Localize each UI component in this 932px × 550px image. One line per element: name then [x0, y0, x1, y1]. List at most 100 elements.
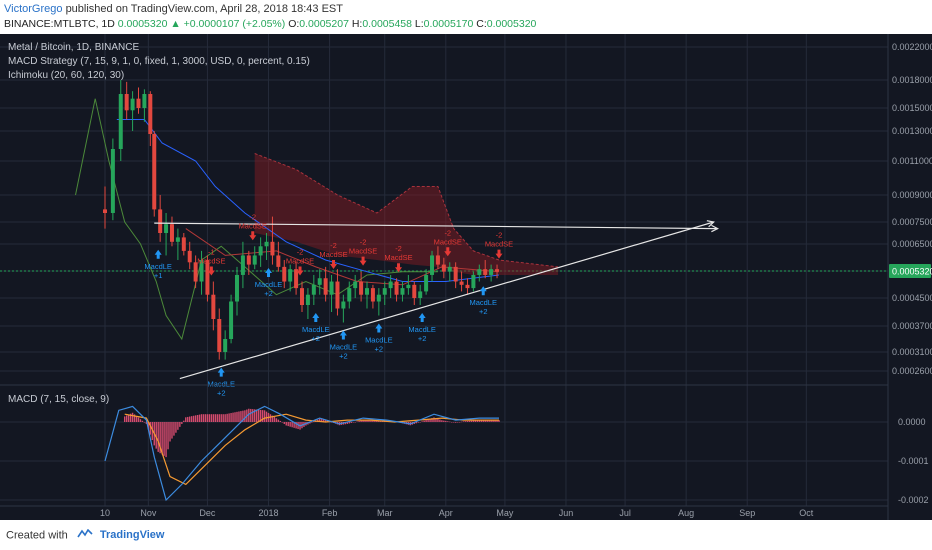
- open-label: O:: [288, 18, 300, 30]
- tradingview-brand[interactable]: TradingView: [99, 529, 165, 542]
- author-link[interactable]: VictorGrego: [4, 3, 63, 15]
- candle-up: [347, 288, 352, 302]
- macd-histogram-bar: [445, 420, 447, 422]
- sell-signal-qty: -2: [330, 241, 337, 250]
- last-price-badge: [889, 264, 931, 278]
- macd-histogram-bar: [232, 412, 234, 422]
- candle-down: [169, 224, 174, 242]
- buy-signal-label: MacdLE: [144, 262, 172, 271]
- macd-histogram-bar: [236, 411, 238, 422]
- low-label: L:: [414, 18, 424, 30]
- macd-histogram-bar: [185, 417, 187, 422]
- macd-histogram-bar: [451, 422, 453, 423]
- time-tick-label: Jul: [619, 508, 631, 518]
- candle-up: [130, 98, 135, 111]
- time-tick-label: Dec: [199, 508, 216, 518]
- macd-histogram-bar: [181, 422, 183, 424]
- candle-up: [365, 288, 370, 295]
- macd-histogram-bar: [210, 414, 213, 422]
- candle-down: [270, 241, 275, 256]
- macd-histogram-bar: [362, 420, 364, 422]
- macd-histogram-bar: [133, 414, 136, 422]
- macd-histogram-bar: [354, 422, 356, 423]
- candle-up: [376, 294, 381, 302]
- sell-arrow-icon: [359, 256, 367, 266]
- macd-histogram-bar: [417, 422, 419, 423]
- macd-histogram-bar: [202, 414, 205, 422]
- candle-up: [317, 278, 322, 285]
- candle-up: [489, 269, 494, 275]
- chart-svg[interactable]: MacdLE+1MacdLE+2MacdLE+2MacdLE+2MacdLE+2…: [0, 34, 932, 520]
- macd-histogram-bar: [358, 421, 360, 422]
- macd-histogram-bar: [413, 422, 415, 424]
- macd-histogram-bar: [285, 422, 287, 426]
- macd-histogram-bar: [287, 422, 289, 427]
- macd-histogram-bar: [127, 414, 130, 422]
- buy-arrow-icon: [265, 268, 273, 278]
- macd-histogram-bar: [265, 411, 268, 422]
- candles[interactable]: [103, 80, 500, 360]
- macd-histogram-bar: [165, 422, 167, 458]
- macd-histogram-bar: [131, 412, 134, 422]
- time-tick-label: 10: [100, 508, 110, 518]
- trendlines[interactable]: [154, 220, 719, 380]
- macd-histogram-bar: [257, 409, 260, 422]
- macd-histogram-bar: [435, 418, 437, 422]
- candle-up: [252, 255, 257, 265]
- macd-histogram-bar: [171, 422, 173, 439]
- macd-histogram-bar: [224, 414, 226, 422]
- candle-up: [447, 266, 452, 272]
- macd-histogram-bar: [360, 420, 362, 422]
- low-value: 0.0005170: [423, 18, 474, 30]
- macd-histogram-bar: [192, 415, 195, 422]
- macd-histogram-bar: [293, 422, 295, 428]
- macd-histogram-bar: [163, 422, 165, 456]
- macd-histogram-bar: [319, 418, 321, 422]
- candle-up: [430, 255, 435, 275]
- candle-up: [118, 94, 123, 149]
- candle-up: [406, 284, 411, 289]
- buy-signal-qty: +2: [418, 334, 427, 343]
- time-tick-label: Sep: [739, 508, 755, 518]
- buy-signal-qty: +2: [217, 389, 226, 398]
- macd-histogram-bar: [356, 421, 358, 423]
- macd-histogram-bar: [145, 422, 148, 424]
- macd-histogram-bar: [441, 420, 443, 422]
- ichimoku-cloud: [254, 153, 559, 275]
- sell-arrow-icon: [444, 247, 452, 257]
- buy-signal-qty: +2: [312, 334, 321, 343]
- macd-line: [104, 405, 499, 502]
- macd-histogram-bar: [228, 413, 230, 422]
- macd-histogram-bar: [291, 422, 293, 428]
- macd-histogram-bar: [125, 415, 128, 422]
- time-tick-label: Apr: [439, 508, 453, 518]
- price-tick-label: 0.0004500: [892, 293, 932, 303]
- buy-signal-label: MacdLE: [255, 280, 283, 289]
- candle-down: [205, 260, 210, 295]
- sell-signal-qty: -1: [208, 248, 215, 257]
- macd-histogram-bar: [254, 409, 256, 422]
- buy-arrow-icon: [217, 367, 225, 377]
- strategy-signals: MacdLE+1MacdLE+2MacdLE+2MacdLE+2MacdLE+2…: [144, 212, 513, 397]
- macd-histogram-bar: [139, 419, 142, 422]
- sell-signal-label: MacdSE: [197, 257, 225, 266]
- legend-ichimoku: Ichimoku (20, 60, 120, 30): [8, 70, 124, 81]
- sell-signal-label: MacdSE: [239, 221, 267, 230]
- chart-canvas[interactable]: MacdLE +1 MacdLE +2 MacdLE +2 MacdLE +2 MacdLE +2…: [0, 34, 932, 520]
- macd-histogram-bar: [368, 420, 370, 422]
- macd-histogram-bar: [443, 420, 445, 422]
- candle-down: [158, 209, 163, 233]
- candle-down: [335, 281, 340, 309]
- macd-histogram-bar: [494, 420, 496, 422]
- macd-histogram-bar: [173, 422, 175, 436]
- macd-histogram-bar: [449, 421, 451, 423]
- macd-histogram-bar: [364, 420, 366, 422]
- macd-histogram-bar: [466, 421, 469, 422]
- sell-signal-qty: -2: [395, 244, 402, 253]
- macd-histogram-bar: [423, 420, 425, 422]
- macd-histogram-bar: [222, 414, 224, 422]
- candle-up: [400, 288, 405, 295]
- macd-histogram-bar: [169, 422, 171, 442]
- trendline-arrowhead: [711, 224, 719, 233]
- sell-signal-label: MacdSE: [349, 247, 377, 256]
